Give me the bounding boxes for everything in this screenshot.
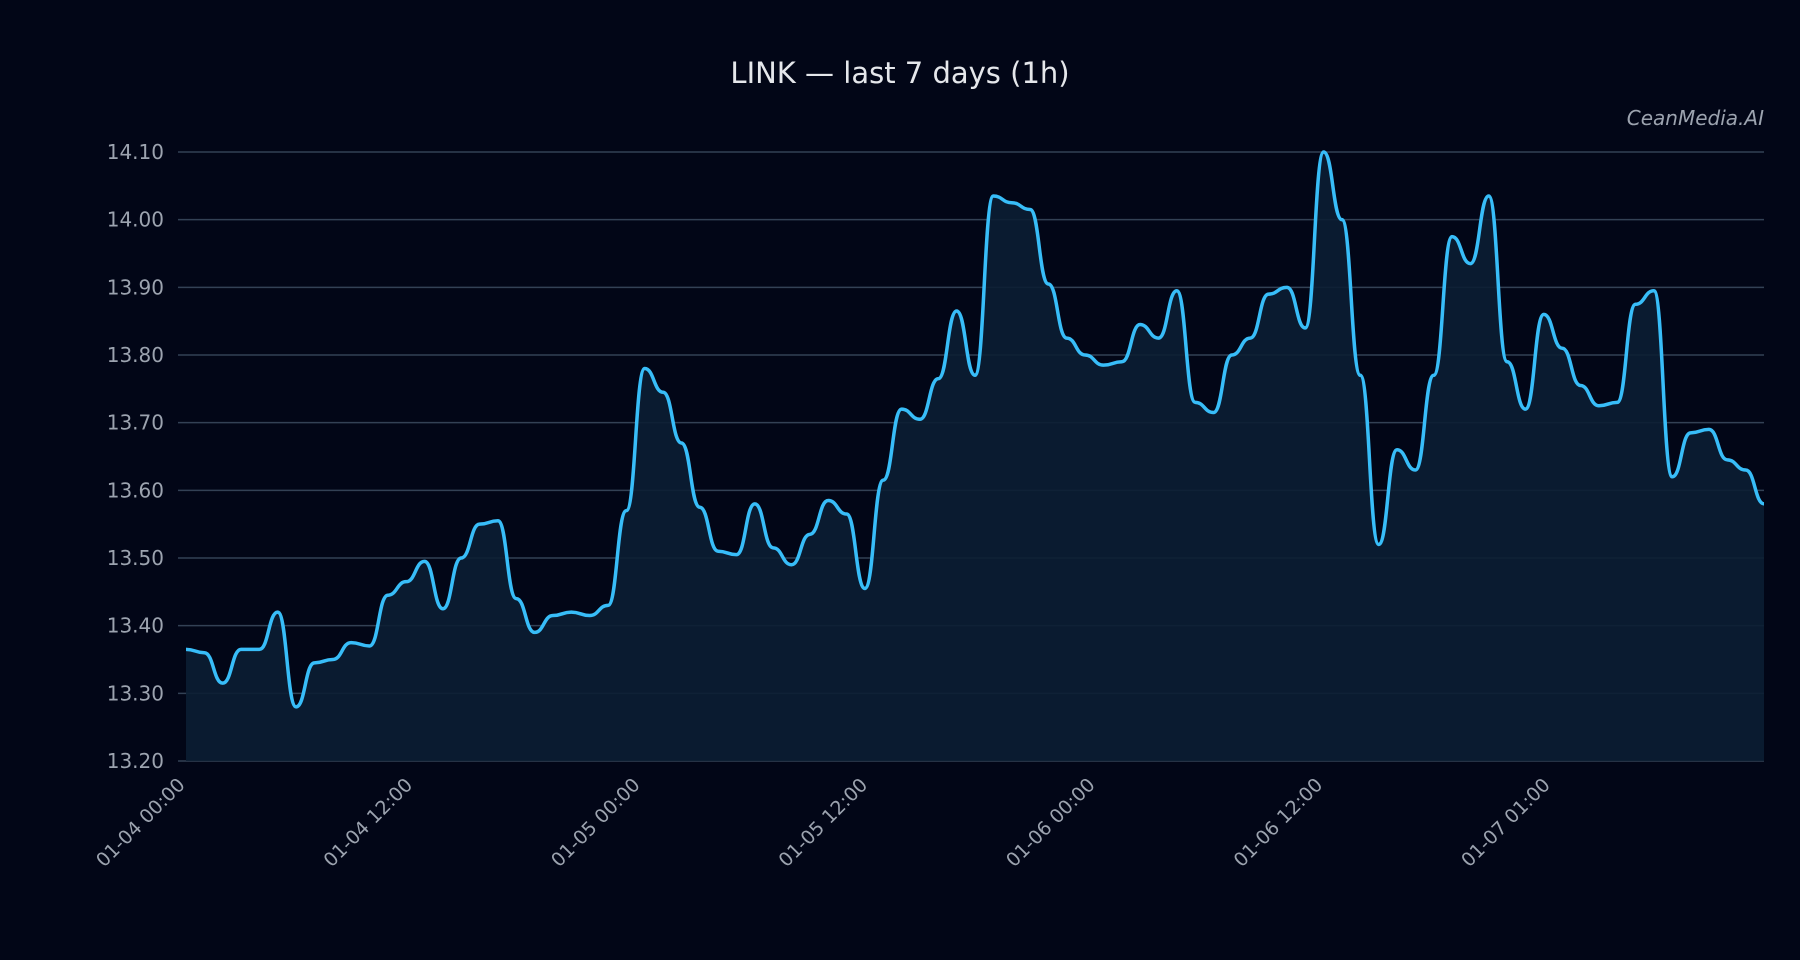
- y-tick-label: 14.00: [107, 208, 164, 232]
- y-tick-label: 13.50: [107, 546, 164, 570]
- x-tick-label: 01-06 12:00: [1230, 774, 1328, 872]
- y-tick-label: 14.10: [107, 140, 164, 164]
- x-tick-label: 01-04 12:00: [319, 774, 417, 872]
- y-tick-label: 13.80: [107, 343, 164, 367]
- x-tick-label: 01-04 00:00: [92, 774, 190, 872]
- y-tick-label: 13.30: [107, 681, 164, 705]
- x-tick-label: 01-05 12:00: [775, 774, 873, 872]
- y-tick-label: 13.60: [107, 478, 164, 502]
- y-tick-label: 13.70: [107, 411, 164, 435]
- x-tick-label: 01-05 00:00: [547, 774, 645, 872]
- y-axis-ticks: 13.20 13.30 13.40 13.50 13.60 13.70 13.80 13.90…: [107, 140, 164, 773]
- y-tick-label: 13.90: [107, 275, 164, 299]
- price-line: [185, 150, 1765, 709]
- x-tick-label: 01-07 01:00: [1457, 774, 1555, 872]
- chart-title: LINK — last 7 days (1h): [730, 56, 1070, 90]
- x-axis-ticks: 01-04 00:00 01-04 12:00 01-05 00:00 01-05 1…: [92, 774, 1555, 872]
- y-tick-label: 13.20: [107, 749, 164, 773]
- price-area-fill: [186, 152, 1764, 761]
- x-tick-label: 01-06 00:00: [1002, 774, 1100, 872]
- watermark: CeanMedia.AI: [1626, 106, 1764, 130]
- y-tick-label: 13.40: [107, 614, 164, 638]
